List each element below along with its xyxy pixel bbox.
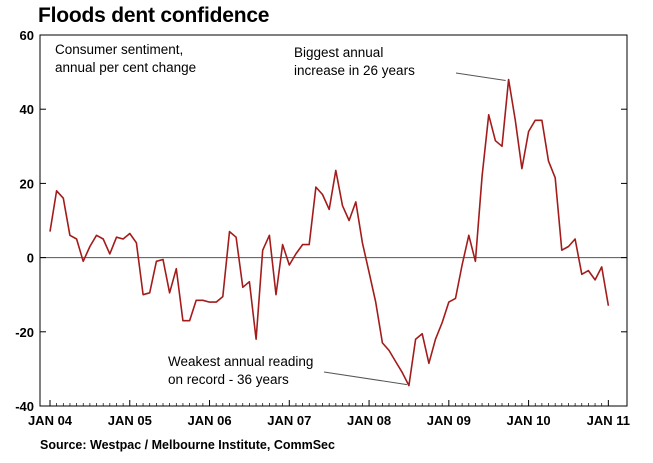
y-tick-label: 20 <box>20 176 34 191</box>
annotation-line: Biggest annual <box>294 45 383 60</box>
annotation-leaders <box>323 72 506 386</box>
x-tick-label: JAN 09 <box>427 413 471 428</box>
annotation-line: annual per cent change <box>55 60 196 75</box>
annotation-line: Consumer sentiment, <box>55 42 183 57</box>
annotation-line: on record - 36 years <box>168 372 289 387</box>
x-tick-label: JAN 06 <box>187 413 231 428</box>
series-line-consumer-sentiment <box>49 78 610 387</box>
x-tick-label: JAN 07 <box>267 413 311 428</box>
y-tick-label: -40 <box>15 399 34 414</box>
x-tick-label: JAN 11 <box>587 413 630 428</box>
leader-trough <box>323 371 408 386</box>
x-tick-label: JAN 10 <box>507 413 551 428</box>
annotation-line: increase in 26 years <box>294 63 415 78</box>
x-tick-label: JAN 04 <box>28 413 73 428</box>
source-note: Source: Westpac / Melbourne Institute, C… <box>40 438 335 452</box>
leader-peak <box>455 72 506 82</box>
x-axis-ticks: JAN 04 JAN 05 JAN 06 JAN 07 JAN 08 JAN 09 JAN … <box>28 400 630 428</box>
x-tick-label: JAN 05 <box>108 413 152 428</box>
chart-title: Floods dent confidence <box>38 4 270 27</box>
plot-frame <box>39 34 628 407</box>
annotations: Consumer sentiment, annual per cent chang… <box>55 42 415 387</box>
y-axis-ticks: 60 40 20 0 -20 -40 <box>15 28 627 414</box>
axes <box>39 34 628 407</box>
annotation-line: Weakest annual reading <box>168 354 313 369</box>
series-points <box>49 79 609 386</box>
y-tick-label: -20 <box>15 325 34 340</box>
y-tick-label: 40 <box>20 102 34 117</box>
y-tick-label: 0 <box>27 251 34 266</box>
y-tick-label: 60 <box>20 28 34 43</box>
x-tick-label: JAN 08 <box>347 413 391 428</box>
